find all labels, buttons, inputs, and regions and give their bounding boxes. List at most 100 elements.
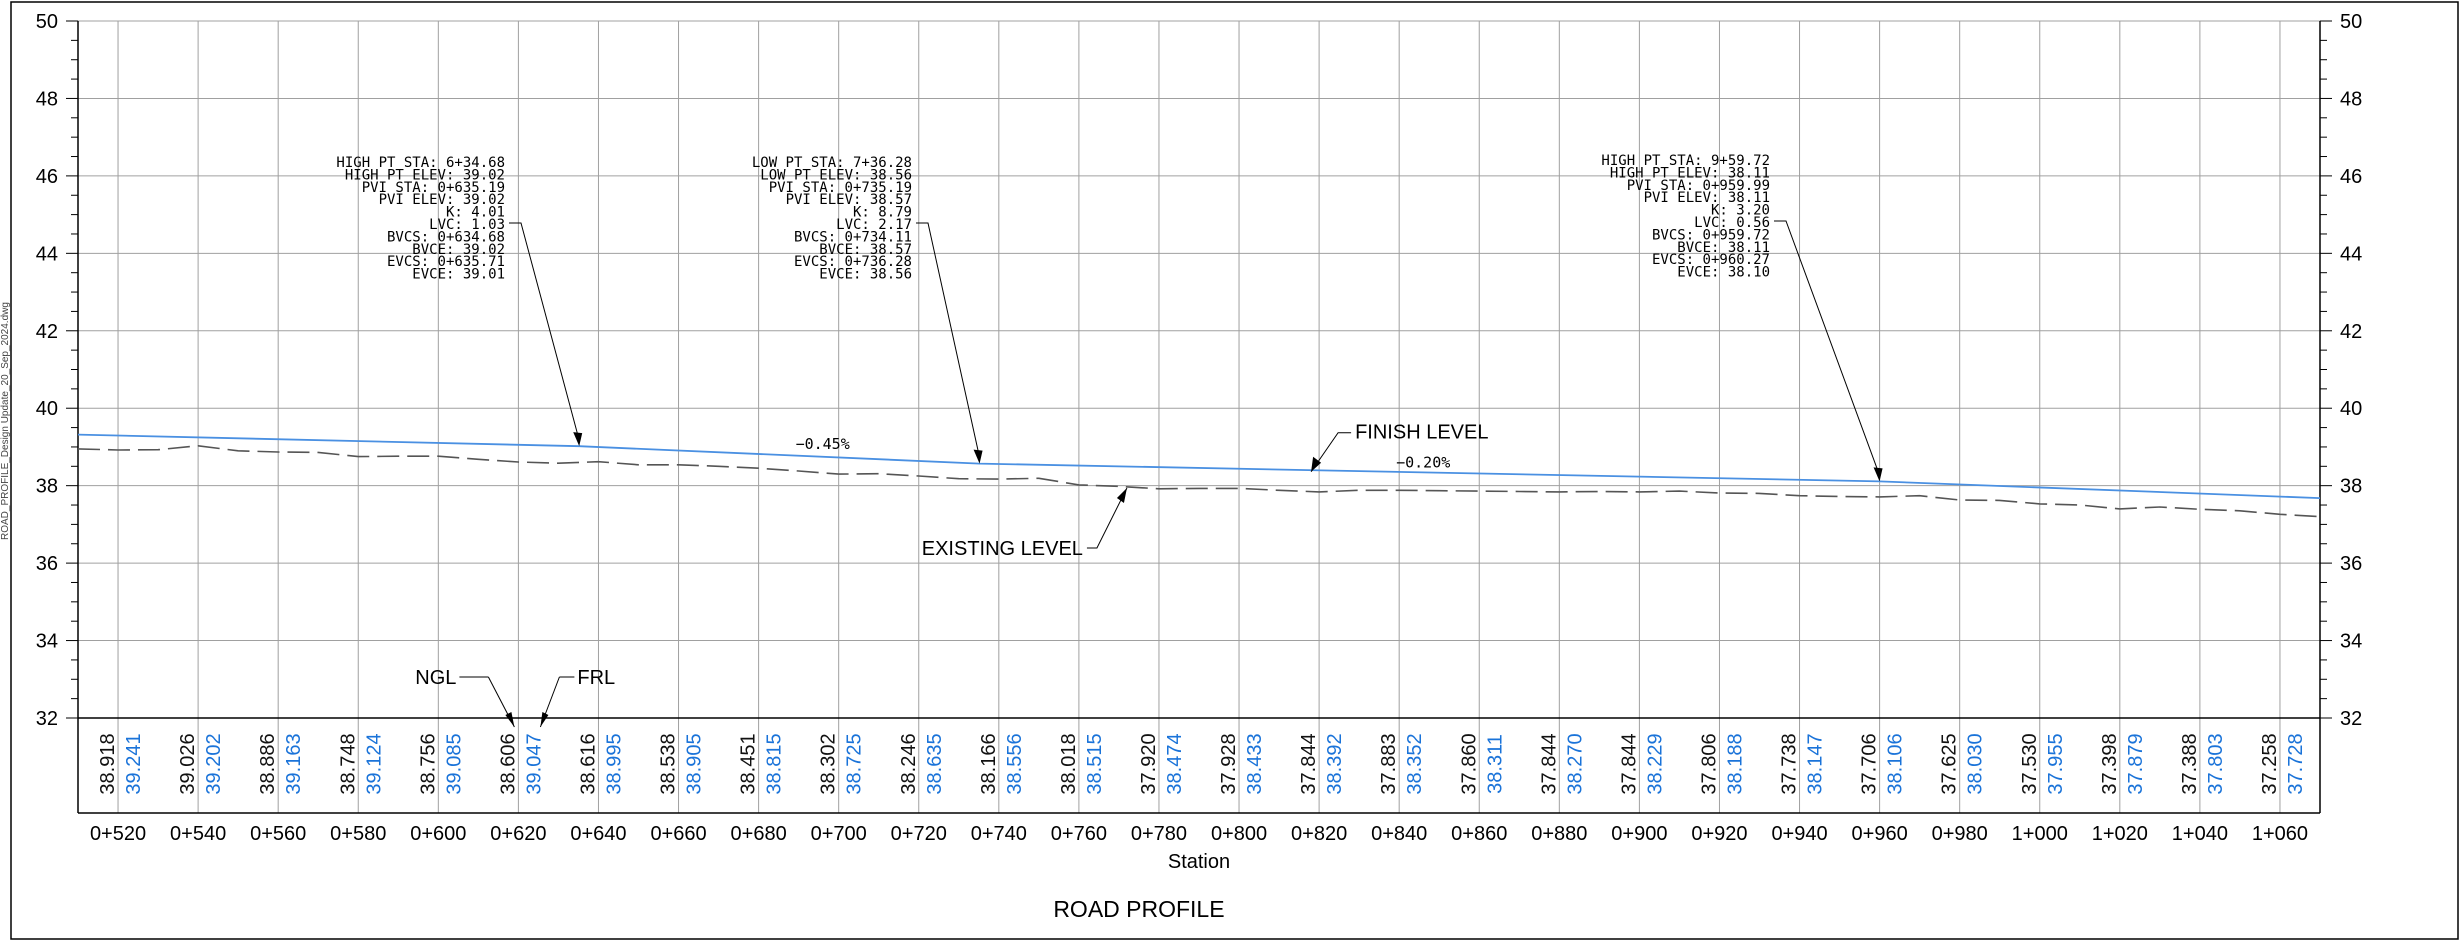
curve-annotation-line: EVCE: 38.56	[819, 267, 912, 283]
frl-value: 38.635	[924, 733, 946, 794]
station-label: 0+720	[891, 823, 947, 845]
station-label: 0+760	[1051, 823, 1107, 845]
x-axis-label: Station	[1168, 851, 1230, 873]
finish-level-leader	[1310, 432, 1352, 473]
frl-value: 39.047	[523, 733, 545, 794]
existing-level-leader	[1086, 487, 1128, 549]
ngl-value: 38.166	[978, 733, 1000, 794]
finish-level-arrowhead	[1311, 456, 1322, 472]
annotation-leader	[509, 222, 580, 441]
frl-value: 38.106	[1885, 733, 1907, 794]
y-tick-label-left: 44	[36, 243, 58, 265]
station-label: 1+060	[2252, 823, 2308, 845]
curve-annotation-line: BVCS: 0+734.11	[794, 229, 912, 245]
y-tick-label-right: 42	[2340, 321, 2362, 343]
annotation-leader	[916, 222, 981, 458]
curve-annotation-line: HIGH PT STA: 9+59.72	[1601, 153, 1770, 169]
curve-annotation-line: K: 4.01	[446, 205, 505, 221]
ngl-value: 38.246	[898, 733, 920, 794]
y-tick-label-right: 36	[2340, 553, 2362, 575]
curve-annotation-line: LVC: 1.03	[429, 217, 505, 233]
curve-annotation-line: LVC: 2.17	[836, 217, 912, 233]
y-tick-label-left: 34	[36, 631, 58, 653]
y-tick-label-left: 36	[36, 553, 58, 575]
station-label: 0+980	[1932, 823, 1988, 845]
ngl-value: 38.302	[818, 733, 840, 794]
y-tick-label-right: 32	[2340, 708, 2362, 730]
ngl-value: 38.538	[658, 733, 680, 794]
frl-value: 38.515	[1084, 733, 1106, 794]
annotation-arrowhead	[973, 449, 983, 464]
y-tick-label-right: 48	[2340, 88, 2362, 110]
y-tick-label-left: 46	[36, 166, 58, 188]
curve-annotation-line: BVCE: 38.11	[1677, 240, 1770, 256]
station-label: 0+740	[971, 823, 1027, 845]
side-file-label: ROAD_PROFILE_Design Update_20_Sep_2024.d…	[0, 302, 11, 540]
y-tick-label-right: 34	[2340, 631, 2362, 653]
ngl-value: 37.844	[1618, 733, 1640, 794]
drawing-border	[10, 1, 2459, 940]
frl-callout: FRL	[577, 667, 615, 689]
ngl-value: 38.616	[577, 733, 599, 794]
ngl-value: 39.026	[177, 733, 199, 794]
station-label: 0+640	[570, 823, 626, 845]
station-label: 0+580	[330, 823, 386, 845]
y-tick-label-right: 38	[2340, 476, 2362, 498]
ngl-value: 37.738	[1779, 733, 1801, 794]
curve-annotation-line: LOW PT ELEV: 38.56	[760, 167, 912, 183]
frl-value: 38.030	[1965, 733, 1987, 794]
curve-annotation-line: HIGH PT STA: 6+34.68	[336, 155, 505, 171]
frl-value: 38.229	[1644, 733, 1666, 794]
curve-annotation-line: PVI STA: 0+959.99	[1627, 178, 1770, 194]
ngl-value: 38.748	[337, 733, 359, 794]
annotation-leader	[1774, 220, 1881, 476]
station-label: 1+000	[2012, 823, 2068, 845]
frl-value: 39.124	[363, 733, 385, 794]
curve-annotation-line: K: 8.79	[853, 205, 912, 221]
frl-value: 38.725	[844, 733, 866, 794]
frl-value: 38.433	[1244, 733, 1266, 794]
ngl-value: 37.388	[2179, 733, 2201, 794]
station-label: 0+840	[1371, 823, 1427, 845]
grade-label: −0.45%	[796, 435, 850, 453]
ngl-value: 38.451	[738, 733, 760, 794]
y-tick-label-left: 48	[36, 88, 58, 110]
y-tick-label-right: 40	[2340, 398, 2362, 420]
frl-value: 38.311	[1484, 734, 1506, 794]
annotation-arrowhead	[1873, 467, 1883, 482]
frl-value: 37.728	[2285, 733, 2307, 794]
curve-annotation-line: PVI ELEV: 39.02	[379, 192, 505, 208]
y-tick-label-right: 44	[2340, 243, 2362, 265]
existing-level-line	[77, 444, 2321, 518]
station-label: 1+040	[2172, 823, 2228, 845]
curve-annotation-line: LOW PT STA: 7+36.28	[752, 155, 912, 171]
ngl-value: 37.706	[1859, 733, 1881, 794]
station-label: 0+900	[1611, 823, 1667, 845]
ngl-value: 38.606	[497, 733, 519, 794]
station-label: 0+660	[650, 823, 706, 845]
existing-level-callout: EXISTING LEVEL	[922, 538, 1083, 560]
station-label: 0+860	[1451, 823, 1507, 845]
frl-value: 38.815	[764, 733, 786, 794]
station-label: 0+820	[1291, 823, 1347, 845]
frl-arrowhead	[540, 712, 549, 727]
curve-annotation-line: EVCE: 39.01	[412, 267, 505, 283]
curve-annotation-line: BVCE: 38.57	[819, 242, 912, 258]
y-tick-label-right: 50	[2340, 11, 2362, 33]
ngl-callout: NGL	[415, 667, 456, 689]
curve-annotation-line: BVCE: 39.02	[412, 242, 505, 258]
ngl-value: 38.886	[257, 733, 279, 794]
station-label: 1+020	[2092, 823, 2148, 845]
ngl-value: 37.844	[1298, 733, 1320, 794]
y-tick-label-left: 50	[36, 11, 58, 33]
curve-annotation-line: EVCS: 0+960.27	[1652, 252, 1770, 268]
frl-value: 39.163	[283, 733, 305, 794]
station-label: 0+680	[731, 823, 787, 845]
frl-value: 38.392	[1324, 733, 1346, 794]
frl-value: 37.955	[2045, 733, 2067, 794]
station-label: 0+560	[250, 823, 306, 845]
ngl-value: 37.920	[1138, 733, 1160, 794]
ngl-value: 38.918	[97, 733, 119, 794]
ngl-value: 38.756	[417, 733, 439, 794]
